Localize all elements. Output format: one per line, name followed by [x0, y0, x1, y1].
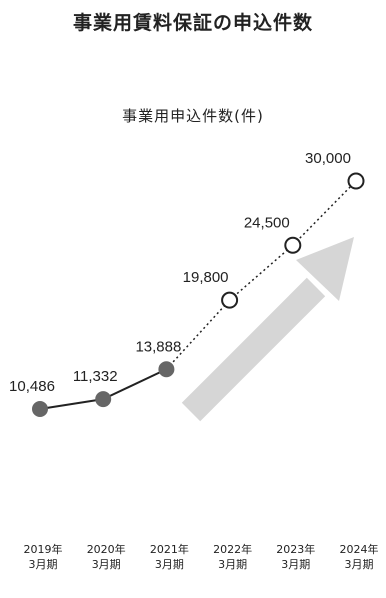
forecast-line-segment	[229, 244, 294, 301]
x-tick-year: 2020年	[87, 542, 126, 556]
actual-line-segment	[102, 368, 167, 401]
forecast-data-point	[347, 172, 365, 190]
x-tick-period: 3月期	[281, 558, 310, 571]
x-tick-period: 3月期	[345, 558, 374, 571]
data-label: 11,332	[73, 368, 118, 385]
x-tick-year: 2019年	[24, 542, 63, 556]
growth-arrow-head	[296, 237, 354, 301]
data-label: 30,000	[305, 150, 351, 167]
x-axis-ticks: 2019年 3月期 2020年 3月期 2021年 3月期 2022年 3月期 2023年 3月期…	[24, 542, 379, 571]
data-label: 13,888	[135, 338, 181, 355]
x-tick-period: 3月期	[155, 558, 184, 571]
series-lines	[39, 180, 357, 410]
chart-subtitle: 事業用申込件数(件)	[122, 107, 264, 125]
forecast-data-point	[221, 291, 239, 309]
x-tick-period: 3月期	[29, 558, 58, 571]
x-tick-year: 2023年	[276, 542, 315, 556]
x-tick-year: 2024年	[340, 542, 379, 556]
data-label: 24,500	[244, 214, 290, 231]
data-label: 10,486	[9, 378, 55, 395]
actual-line-segment	[39, 398, 104, 410]
actual-data-point	[32, 401, 48, 417]
data-points	[32, 172, 365, 417]
data-label: 19,800	[183, 269, 229, 286]
page-title: 事業用賃料保証の申込件数	[72, 12, 313, 34]
x-tick-year: 2022年	[213, 542, 252, 556]
x-tick-year: 2021年	[150, 542, 189, 556]
x-tick-period: 3月期	[92, 558, 121, 571]
actual-data-point	[158, 361, 175, 378]
actual-data-point	[95, 391, 112, 408]
forecast-data-point	[284, 236, 302, 254]
growth-arrow-shaft	[181, 277, 326, 422]
data-labels: 10,486 11,332 13,888 19,800 24,500 30,000	[9, 150, 351, 395]
forecast-line-segment	[165, 299, 231, 370]
forecast-line-segment	[292, 180, 357, 246]
x-tick-period: 3月期	[218, 558, 247, 571]
growth-arrow	[181, 237, 354, 422]
